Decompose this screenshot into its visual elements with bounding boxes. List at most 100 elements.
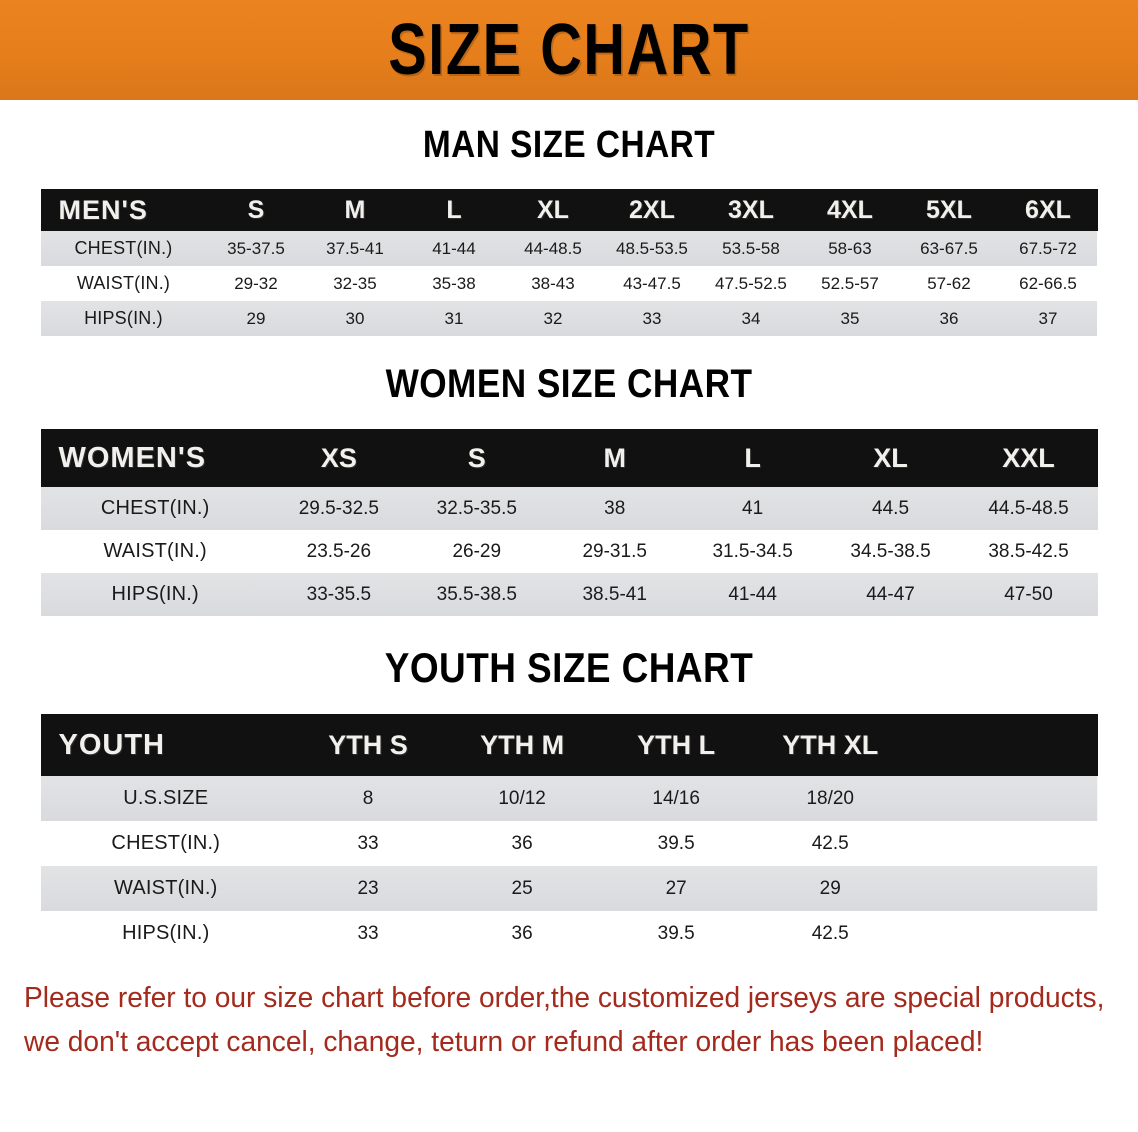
man-size-header-3: L	[446, 195, 462, 224]
women-header-row: WOMEN'S XS S M L XL XXL	[40, 429, 1098, 487]
table-cell: 8	[362, 787, 374, 809]
women-table-wrapper: WOMEN'S XS S M L XL XXL CHEST(IN.) 29.5-32.5 32.5…	[40, 429, 1098, 616]
table-cell: 33	[357, 922, 379, 944]
spacer	[0, 167, 1138, 189]
women-row-label-2: WAIST(IN.)	[103, 540, 207, 562]
table-cell: 35-37.5	[227, 238, 285, 258]
women-row-label-3: HIPS(IN.)	[111, 583, 199, 605]
table-cell: 31	[444, 308, 464, 328]
women-size-header-1: XS	[320, 442, 357, 473]
table-cell: 41-44	[432, 238, 476, 258]
disclaimer-text: Please refer to our size chart before or…	[24, 976, 1105, 1064]
man-header-row: MEN'S S M L XL 2XL 3XL 4XL 5XL 6XL	[40, 189, 1098, 231]
table-cell: 44-47	[866, 583, 915, 605]
table-row: WAIST(IN.) 23.5-26 26-29 29-31.5 31.5-34.5 34…	[40, 530, 1098, 573]
table-row: HIPS(IN.) 33-35.5 35.5-38.5 38.5-41 41-44 44-…	[40, 573, 1098, 616]
table-cell: 38.5-41	[582, 583, 647, 605]
table-cell: 25	[511, 877, 533, 899]
table-cell: 32-35	[333, 273, 377, 293]
table-cell: 58-63	[828, 238, 872, 258]
table-cell: 57-62	[927, 273, 971, 293]
man-section-title: MAN SIZE CHART	[422, 124, 716, 166]
table-cell: 44.5-48.5	[988, 497, 1069, 519]
table-cell: 34	[741, 308, 761, 328]
youth-section-title: YOUTH SIZE CHART	[384, 644, 754, 691]
table-cell: 27	[665, 877, 687, 899]
page-banner: SIZE CHART	[0, 0, 1138, 100]
youth-row-label-1: U.S.SIZE	[123, 787, 209, 809]
table-spacer-cell	[907, 866, 1097, 911]
table-cell: 33	[642, 308, 662, 328]
table-spacer-cell	[907, 714, 1097, 776]
table-row: CHEST(IN.) 29.5-32.5 32.5-35.5 38 41 44.5 44.5…	[40, 487, 1098, 530]
table-cell: 33	[357, 832, 379, 854]
table-cell: 14/16	[652, 787, 700, 809]
table-row: CHEST(IN.) 33 36 39.5 42.5	[40, 821, 1098, 866]
table-cell: 29	[246, 308, 266, 328]
spacer	[0, 407, 1138, 429]
youth-header-row: YOUTH YTH S YTH M YTH L YTH XL	[40, 714, 1098, 776]
table-cell: 41	[742, 497, 764, 519]
women-size-table: WOMEN'S XS S M L XL XXL CHEST(IN.) 29.5-32.5 32.5…	[40, 429, 1098, 616]
table-cell: 23.5-26	[306, 540, 372, 562]
table-cell: 23	[357, 877, 379, 899]
table-cell: 34.5-38.5	[850, 540, 931, 562]
spacer	[0, 692, 1138, 714]
table-cell: 31.5-34.5	[712, 540, 793, 562]
table-cell: 37	[1038, 308, 1058, 328]
man-size-header-2: M	[344, 195, 366, 224]
disclaimer-line-1: Please refer to our size chart before or…	[24, 982, 1105, 1014]
women-size-header-4: L	[744, 442, 761, 473]
table-cell: 52.5-57	[821, 273, 879, 293]
table-row: WAIST(IN.) 23 25 27 29	[40, 866, 1098, 911]
table-cell: 36	[511, 832, 533, 854]
table-spacer-cell	[907, 776, 1097, 821]
table-row: HIPS(IN.) 33 36 39.5 42.5	[40, 911, 1098, 956]
table-cell: 62-66.5	[1019, 273, 1077, 293]
table-spacer-cell	[907, 911, 1097, 956]
table-cell: 36	[511, 922, 533, 944]
youth-row-label-2: CHEST(IN.)	[111, 832, 221, 854]
table-cell: 35-38	[432, 273, 476, 293]
table-cell: 33-35.5	[306, 583, 372, 605]
youth-size-header-2: YTH M	[480, 729, 565, 760]
man-size-header-1: S	[247, 195, 265, 224]
table-cell: 30	[345, 308, 365, 328]
table-cell: 67.5-72	[1019, 238, 1077, 258]
man-size-header-7: 4XL	[827, 195, 873, 224]
table-cell: 39.5	[657, 922, 695, 944]
women-size-header-6: XXL	[1002, 442, 1055, 473]
table-cell: 44-48.5	[524, 238, 582, 258]
man-size-header-8: 5XL	[926, 195, 972, 224]
women-size-header-5: XL	[873, 442, 908, 473]
table-cell: 32.5-35.5	[436, 497, 517, 519]
table-cell: 10/12	[498, 787, 546, 809]
table-row: WAIST(IN.) 29-32 32-35 35-38 38-43 43-47.5 47.…	[40, 266, 1098, 301]
table-cell: 47.5-52.5	[715, 273, 787, 293]
table-cell: 29-31.5	[582, 540, 647, 562]
table-cell: 32	[543, 308, 563, 328]
table-cell: 42.5	[811, 922, 849, 944]
page-title: SIZE CHART	[388, 10, 750, 90]
man-size-header-4: XL	[536, 195, 569, 224]
table-cell: 63-67.5	[920, 238, 978, 258]
table-cell: 29.5-32.5	[298, 497, 379, 519]
table-cell: 29-32	[234, 273, 278, 293]
table-cell: 29	[819, 877, 841, 899]
table-cell: 47-50	[1004, 583, 1053, 605]
table-cell: 35.5-38.5	[436, 583, 517, 605]
man-table-body: MEN'S S M L XL 2XL 3XL 4XL 5XL 6XL CHEST(IN.) 35-37…	[40, 189, 1098, 336]
women-corner-label: WOMEN'S	[58, 441, 207, 474]
women-size-header-3: M	[603, 442, 626, 473]
table-cell: 37.5-41	[326, 238, 384, 258]
man-size-table: MEN'S S M L XL 2XL 3XL 4XL 5XL 6XL CHEST(IN.) 35-37…	[40, 189, 1098, 336]
youth-size-table: YOUTH YTH S YTH M YTH L YTH XL U.S.SIZE 8 10/12…	[40, 714, 1098, 956]
man-row-label-2: WAIST(IN.)	[76, 273, 171, 293]
table-cell: 36	[939, 308, 959, 328]
man-row-label-3: HIPS(IN.)	[84, 308, 163, 328]
man-size-header-9: 6XL	[1025, 195, 1071, 224]
youth-size-header-1: YTH S	[328, 729, 408, 760]
man-row-label-1: CHEST(IN.)	[74, 238, 173, 258]
youth-row-label-4: HIPS(IN.)	[122, 922, 210, 944]
youth-row-label-3: WAIST(IN.)	[114, 877, 218, 899]
